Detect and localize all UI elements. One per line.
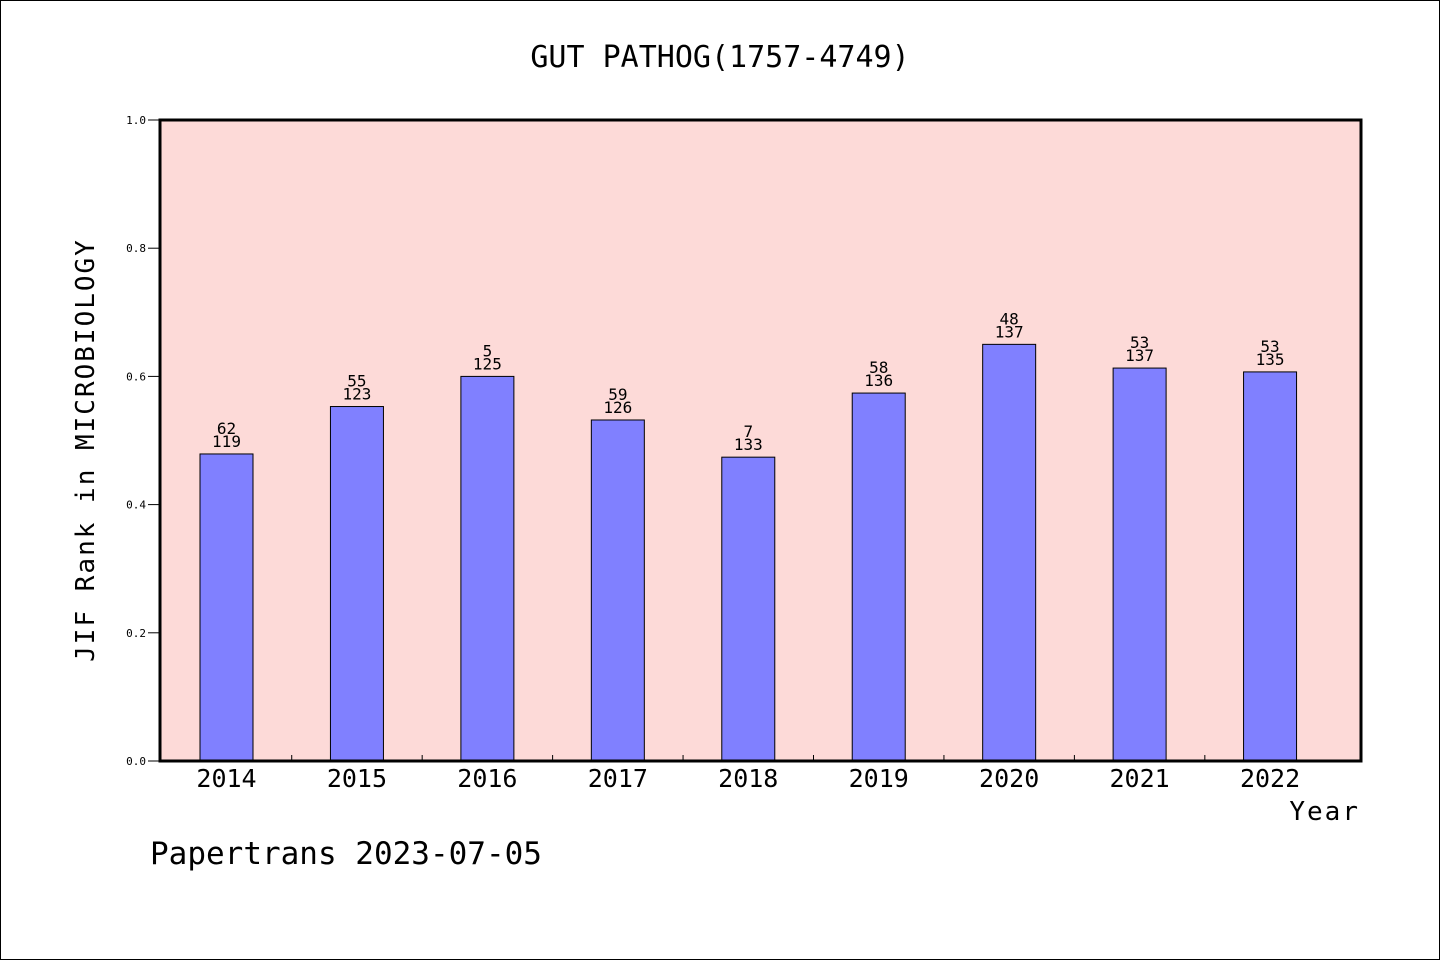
bar-rank-label-2017: 59: [608, 385, 627, 404]
bar-2021: [1112, 367, 1167, 762]
x-tick-label-2021: 2021: [1110, 764, 1170, 793]
bar-total-label-2018: 133: [734, 435, 763, 454]
bar-total-label-2014: 119: [212, 432, 241, 451]
bar-rank-label-2018: 7: [743, 422, 753, 441]
bar-2015: [329, 406, 384, 762]
y-tick-label: 0.8: [126, 242, 146, 255]
bar-total-label-2019: 136: [864, 371, 893, 390]
bar-rank-label-2014: 62: [217, 419, 236, 438]
y-tick-label: 0.4: [126, 499, 146, 512]
y-tick-label: 0.6: [126, 370, 146, 383]
y-tick-label: 1.0: [126, 114, 146, 127]
bar-rank-label-2015: 55: [347, 372, 366, 391]
x-tick-label-2018: 2018: [718, 764, 778, 793]
x-axis-title: Year: [1289, 797, 1360, 827]
y-tick-label: 0.0: [126, 755, 146, 768]
bar-total-label-2021: 137: [1125, 346, 1154, 365]
bar-total-label-2022: 135: [1256, 350, 1285, 369]
x-tick-label-2015: 2015: [327, 764, 387, 793]
bar-2017: [590, 419, 645, 762]
bar-total-label-2015: 123: [342, 385, 371, 404]
x-tick-label-2017: 2017: [588, 764, 648, 793]
x-tick-label-2019: 2019: [849, 764, 909, 793]
bar-rank-label-2019: 58: [869, 358, 888, 377]
x-axis: 2014 2015 2016 2017 2018 2019 2020 2021 2022: [196, 755, 1300, 793]
bar-2019: [851, 392, 906, 762]
x-tick-label-2022: 2022: [1240, 764, 1300, 793]
bar-total-label-2016: 125: [473, 354, 502, 373]
y-axis-title: JIF Rank in MICROBIOLOGY: [71, 238, 101, 662]
bar-rank-label-2021: 53: [1130, 333, 1149, 352]
bar-rank-label-2020: 48: [1000, 309, 1019, 328]
bar-2018: [721, 456, 776, 762]
bar-rank-label-2022: 53: [1260, 337, 1279, 356]
x-tick-label-2020: 2020: [979, 764, 1039, 793]
plot-border: [158, 118, 1363, 763]
footer-text: Papertrans 2023-07-05: [150, 836, 542, 872]
bar-2014: [199, 453, 254, 762]
bar-rank-label-2016: 5: [483, 341, 493, 360]
y-tick-label: 0.2: [126, 627, 146, 640]
bar-2016: [460, 375, 515, 762]
x-tick-label-2014: 2014: [196, 764, 256, 793]
bar-total-label-2017: 126: [603, 398, 632, 417]
bar-2020: [982, 343, 1037, 762]
chart-title: GUT PATHOG(1757-4749): [530, 40, 909, 75]
y-axis: 0.0 0.2 0.4 0.6 0.8 1.0: [126, 114, 160, 768]
x-tick-label-2016: 2016: [457, 764, 517, 793]
bar-2022: [1243, 371, 1298, 762]
bar-total-label-2020: 137: [995, 322, 1024, 341]
